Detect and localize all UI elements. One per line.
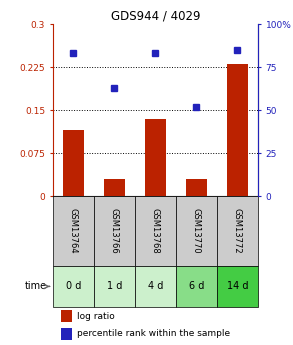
Bar bbox=[53, 196, 94, 266]
Text: percentile rank within the sample: percentile rank within the sample bbox=[77, 329, 231, 338]
Bar bbox=[53, 266, 94, 307]
Bar bbox=[186, 179, 207, 196]
Bar bbox=[135, 266, 176, 307]
Text: 0 d: 0 d bbox=[66, 282, 81, 292]
Bar bbox=[94, 196, 135, 266]
Text: GSM13770: GSM13770 bbox=[192, 208, 201, 254]
Text: GSM13768: GSM13768 bbox=[151, 208, 160, 254]
Text: 4 d: 4 d bbox=[148, 282, 163, 292]
Bar bbox=[135, 196, 176, 266]
Bar bbox=[217, 196, 258, 266]
Title: GDS944 / 4029: GDS944 / 4029 bbox=[110, 10, 200, 23]
Bar bbox=[217, 266, 258, 307]
Text: GSM13772: GSM13772 bbox=[233, 208, 242, 254]
Bar bbox=[63, 130, 84, 196]
Text: time: time bbox=[24, 282, 47, 292]
Text: 14 d: 14 d bbox=[226, 282, 248, 292]
Bar bbox=[176, 266, 217, 307]
Bar bbox=[145, 119, 166, 196]
Text: GSM13764: GSM13764 bbox=[69, 208, 78, 254]
Bar bbox=[61, 327, 72, 340]
Text: 6 d: 6 d bbox=[189, 282, 204, 292]
Text: log ratio: log ratio bbox=[77, 312, 115, 321]
Bar bbox=[104, 179, 125, 196]
Bar bbox=[61, 310, 72, 322]
Bar bbox=[227, 64, 248, 196]
Bar bbox=[94, 266, 135, 307]
Text: GSM13766: GSM13766 bbox=[110, 208, 119, 254]
Text: 1 d: 1 d bbox=[107, 282, 122, 292]
Bar bbox=[176, 196, 217, 266]
